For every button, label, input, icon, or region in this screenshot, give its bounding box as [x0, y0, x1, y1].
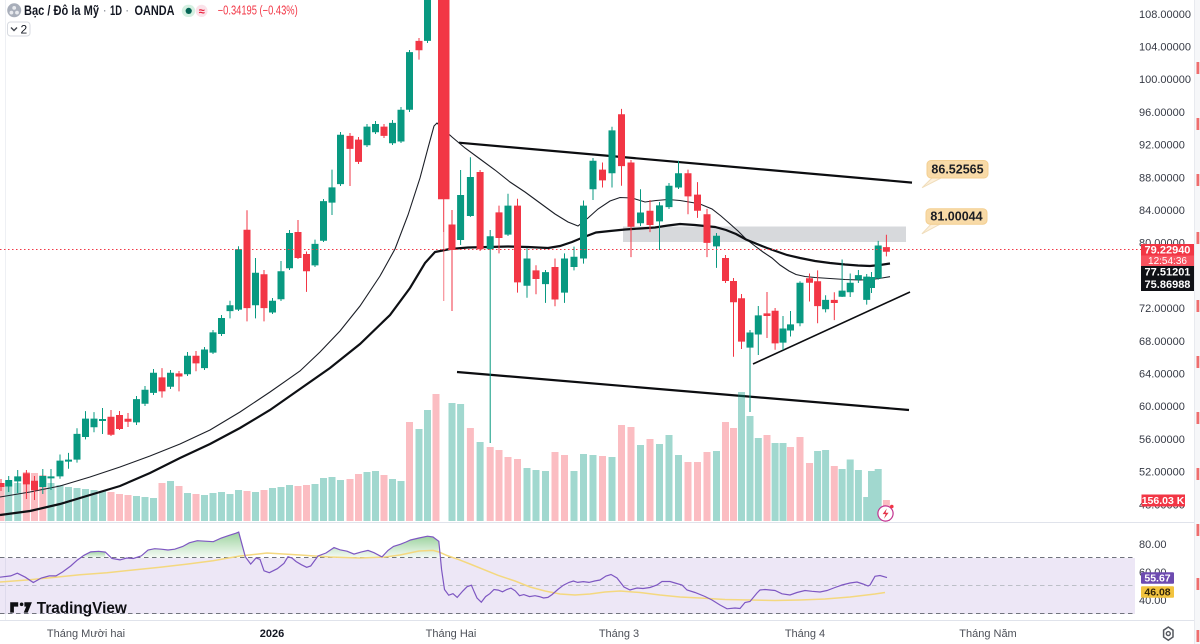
svg-text:≈: ≈ — [199, 6, 205, 18]
svg-text:·: · — [103, 3, 107, 18]
svg-text:60.00000: 60.00000 — [1139, 401, 1185, 413]
svg-text:Tháng 4: Tháng 4 — [785, 628, 825, 640]
svg-text:Tháng Năm: Tháng Năm — [959, 628, 1016, 640]
svg-text:84.00000: 84.00000 — [1139, 205, 1185, 217]
svg-text:2: 2 — [21, 22, 28, 36]
svg-text:81.00044: 81.00044 — [930, 210, 982, 224]
svg-text:75.86988: 75.86988 — [1145, 279, 1191, 291]
svg-text:−0.34195 (−0.43%): −0.34195 (−0.43%) — [218, 3, 298, 17]
svg-text:68.00000: 68.00000 — [1139, 336, 1185, 348]
svg-text:156.03 K: 156.03 K — [1142, 495, 1185, 507]
svg-text:64.00000: 64.00000 — [1139, 369, 1185, 381]
svg-text:55.67: 55.67 — [1144, 572, 1170, 584]
svg-text:·: · — [125, 3, 129, 18]
svg-text:Tháng Hai: Tháng Hai — [426, 628, 477, 640]
svg-text:79.22940: 79.22940 — [1145, 244, 1191, 256]
svg-text:96.00000: 96.00000 — [1139, 107, 1185, 119]
svg-text:108.00000: 108.00000 — [1139, 9, 1191, 21]
svg-text:77.51201: 77.51201 — [1145, 267, 1191, 279]
svg-text:TradingView: TradingView — [37, 600, 128, 617]
svg-text:104.00000: 104.00000 — [1139, 42, 1191, 54]
svg-text:2026: 2026 — [260, 628, 284, 640]
svg-text:56.00000: 56.00000 — [1139, 434, 1185, 446]
svg-text:92.00000: 92.00000 — [1139, 140, 1185, 152]
svg-text:100.00000: 100.00000 — [1139, 74, 1191, 86]
svg-text:Bạc / Đô la Mỹ: Bạc / Đô la Mỹ — [24, 3, 99, 18]
svg-text:80.00: 80.00 — [1139, 539, 1167, 551]
svg-text:Tháng Mười hai: Tháng Mười hai — [47, 628, 125, 640]
svg-text:72.00000: 72.00000 — [1139, 303, 1185, 315]
svg-text:Tháng 3: Tháng 3 — [599, 628, 639, 640]
svg-text:OANDA: OANDA — [135, 3, 175, 18]
svg-text:1D: 1D — [110, 3, 122, 18]
svg-text:52.00000: 52.00000 — [1139, 467, 1185, 479]
svg-text:12:54:36: 12:54:36 — [1148, 256, 1187, 267]
svg-text:86.52565: 86.52565 — [931, 162, 983, 176]
svg-text:88.00000: 88.00000 — [1139, 172, 1185, 184]
svg-text:46.08: 46.08 — [1144, 586, 1170, 598]
